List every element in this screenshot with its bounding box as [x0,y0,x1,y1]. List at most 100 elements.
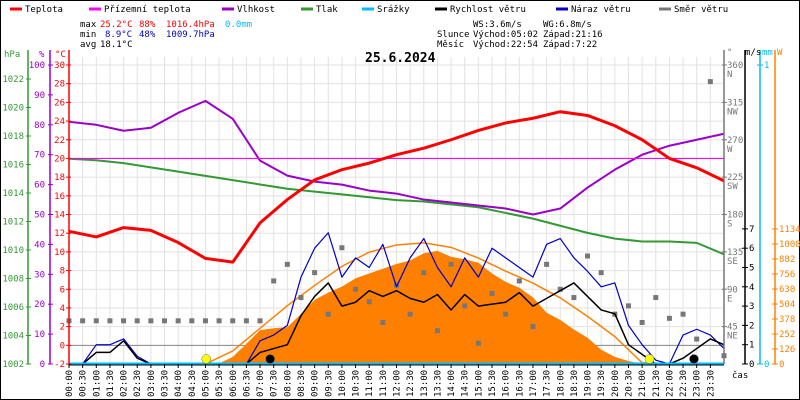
humidity-tick-label: 10 [34,330,45,340]
wind-direction-point [680,311,686,317]
pressure-unit: hPa [4,50,20,60]
wind-direction-point [625,303,631,309]
moonset-time: Západ:7:22 [543,40,597,50]
wind-direction-point [434,328,440,334]
time-tick-label: 13:00 [420,370,430,397]
time-tick-label: 11:30 [379,370,389,397]
solar-tick-label: 1134 [779,225,800,235]
temperature-tick-label: 10 [54,248,65,258]
time-tick-label: 04:00 [174,370,184,397]
pressure-tick-label: 1020 [2,104,24,114]
time-tick-label: 19:00 [584,370,594,397]
wind-direction-point [230,318,236,324]
wind-direction-point [243,318,249,324]
solar-tick-label: 504 [779,300,795,310]
wind-direction-point [530,324,536,330]
humidity-tick-label: 70 [34,151,45,161]
time-tick-label: 22:00 [665,370,675,397]
wind-direction-point [93,318,99,324]
direction-compass-label: NW [727,107,738,117]
direction-tick-label: 90 [727,285,738,295]
solar-area [69,250,724,364]
time-tick-label: 05:00 [201,370,211,397]
humidity-tick-label: 0 [40,360,45,370]
wind-direction-point [380,319,386,325]
wind-direction-point [298,295,304,301]
humidity-tick-label: 100 [29,61,45,71]
direction-compass-label: S [727,220,732,230]
temperature-tick-label: 30 [54,61,65,71]
temperature-tick-label: 6 [60,285,65,295]
time-tick-label: 09:00 [311,370,321,397]
temperature-tick-label: 26 [54,98,65,108]
wind-direction-point [475,340,481,346]
temperature-tick-label: 8 [60,267,65,277]
wind-direction-point [407,311,413,317]
wind-direction-point [189,318,195,324]
legend-item: Směr větru [674,5,728,15]
time-tick-label: 02:00 [120,370,130,397]
sun-label: Slunce [437,30,470,40]
stat-min-hum: 48% [139,30,156,40]
pressure-tick-label: 1016 [2,161,24,171]
time-tick-label: 15:30 [488,370,498,397]
time-tick-label: 21:30 [652,370,662,397]
humidity-tick-label: 50 [34,211,45,221]
pressure-tick-label: 1010 [2,246,24,256]
solar-tick-label: 882 [779,255,795,265]
wind-direction-point [598,270,604,276]
time-tick-label: 04:30 [188,370,198,397]
wind-direction-point [175,318,181,324]
legend-item: Přízemní teplota [104,5,191,15]
temperature-tick-label: 18 [54,173,65,183]
direction-compass-label: SW [727,182,738,192]
sunset-marker [644,354,655,364]
temperature-tick-label: 28 [54,80,65,90]
wind-tick-label: 2 [749,321,754,331]
time-tick-label: 16:00 [502,370,512,397]
stat-max-hum: 88% [139,20,156,30]
time-tick-label: 08:00 [283,370,293,397]
time-tick-label: 03:30 [161,370,171,397]
direction-tick-label: 45 [727,323,738,333]
wind-direction-point [271,278,277,284]
legend: Teplota Přízemní teplota Vlhkost Tlak Srážky… [10,5,728,15]
time-tick-label: 17:30 [543,370,553,397]
wind-direction-point [121,318,127,324]
stat-avg-label: avg [80,40,96,50]
wind-direction-point [516,278,522,284]
time-tick-label: 10:30 [352,370,362,397]
wind-direction-point [666,315,672,321]
time-tick-label: 15:00 [474,370,484,397]
pressure-tick-label: 1018 [2,132,24,142]
direction-compass-label: N [727,70,732,80]
solar-tick-label: 126 [779,345,795,355]
wind-direction-point [284,261,290,267]
wind-direction-point [257,318,263,324]
wind-direction-point [325,311,331,317]
wind-direction-point [312,270,318,276]
temperature-tick-label: 12 [54,229,65,239]
wind-tick-label: 0 [749,360,754,370]
time-tick-label: 00:00 [65,370,75,397]
time-tick-label: 16:30 [515,370,525,397]
wind-direction-point [202,318,208,324]
time-tick-label: 23:30 [706,370,716,397]
time-tick-label: 14:30 [461,370,471,397]
direction-unit: ° [727,48,732,58]
temperature-tick-label: -2 [54,360,65,370]
wind-direction-point [462,303,468,309]
stat-ws: WS:3.6m/s [473,20,522,30]
time-tick-label: 02:30 [133,370,143,397]
time-tick-label: 13:30 [433,370,443,397]
stats-block: max 25.2°C 88% 1016.4hPa 0.0mm min 8.9°C… [80,20,603,50]
temperature-tick-label: 0 [60,341,65,351]
temperature-unit: °C [55,50,66,60]
stat-max-rain: 0.0mm [225,20,252,30]
time-tick-label: 21:00 [638,370,648,397]
moonrise-time: Východ:22:54 [473,40,538,50]
time-tick-label: 09:30 [324,370,334,397]
pressure-tick-label: 1012 [2,218,24,228]
time-tick-label: 18:30 [570,370,580,397]
wind-direction-point [339,245,345,251]
